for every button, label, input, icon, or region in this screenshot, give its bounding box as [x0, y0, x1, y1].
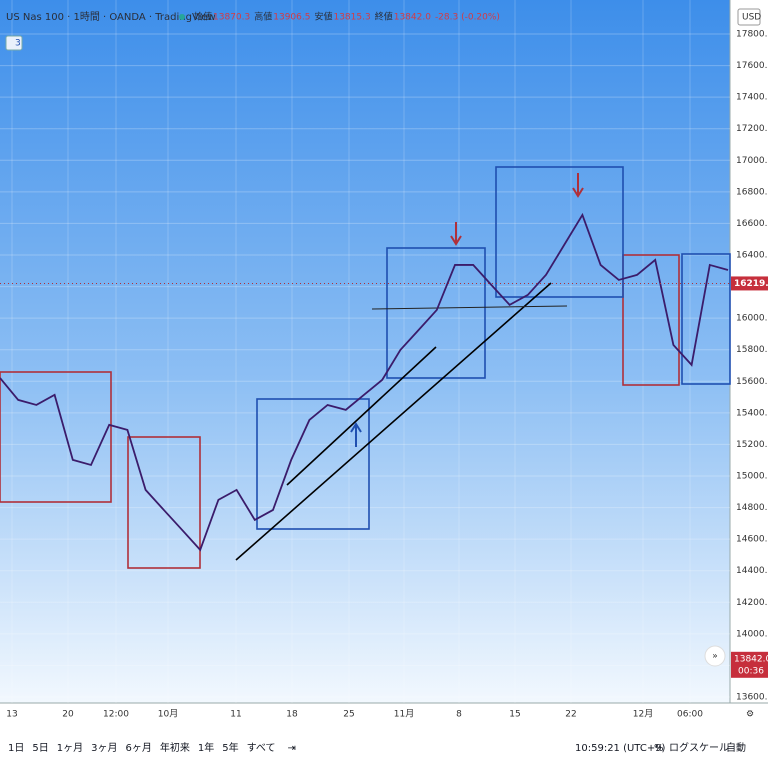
ohlc-label: 高値: [254, 11, 272, 23]
y-tick-label: 16800.0: [736, 187, 768, 197]
y-tick-label: 17600.0: [736, 61, 768, 71]
ohlc-value: 13815.3: [333, 13, 370, 23]
y-tick-label: 14600.0: [736, 535, 768, 545]
y-tick-label: 16600.0: [736, 219, 768, 229]
scroll-icon: »: [712, 652, 718, 662]
blue-box: [256, 398, 370, 530]
y-tick-label: 15000.0: [736, 472, 768, 482]
time-axis: [0, 703, 768, 725]
x-tick-label: 25: [343, 710, 354, 720]
ohlc-label: 終値: [375, 11, 393, 23]
chart-background: [0, 0, 730, 703]
log-toggle[interactable]: ログスケール: [669, 741, 729, 754]
trend-line: [286, 346, 437, 486]
currency-button[interactable]: [737, 8, 761, 26]
range-button[interactable]: 6ヶ月: [126, 742, 152, 754]
scroll-button[interactable]: [704, 645, 726, 667]
blue-box: [495, 166, 624, 298]
x-tick-label: 12:00: [103, 710, 129, 720]
y-tick-label: 14200.0: [736, 598, 768, 608]
down-arrow: [572, 173, 584, 198]
x-tick-label: 8: [456, 710, 462, 720]
red-box: [0, 371, 112, 503]
drawings: [0, 166, 731, 569]
settings-icon[interactable]: ⚙: [746, 710, 754, 720]
bottom-toolbar: [0, 725, 768, 768]
red-box: [622, 254, 680, 386]
x-tick-label: 18: [286, 710, 298, 720]
down-arrow: [450, 222, 462, 246]
y-tick-label: 15600.0: [736, 377, 768, 387]
ohlc-label: 始値: [194, 11, 212, 23]
x-tick-label: 12月: [633, 709, 653, 720]
x-tick-label: 10月: [158, 709, 178, 720]
range-button[interactable]: 5日: [32, 743, 48, 754]
indicator-toggle[interactable]: [5, 35, 23, 51]
horizontal-line: [371, 305, 568, 310]
blue-box: [681, 253, 731, 385]
range-button[interactable]: 3ヶ月: [91, 742, 117, 754]
x-tick-label: 15: [509, 710, 520, 720]
indicator-count: 3: [15, 39, 21, 49]
up-arrow: [350, 422, 362, 447]
x-tick-label: 22: [565, 710, 576, 720]
y-tick-label: 13600.0: [736, 693, 768, 703]
last-price-tag: [731, 276, 768, 291]
currency: USD: [742, 13, 761, 23]
ohlc-value: 13906.5: [273, 13, 310, 23]
range-button[interactable]: 1日: [8, 743, 24, 754]
percent-toggle[interactable]: %: [654, 743, 664, 754]
ohlc-value: 13870.3: [213, 13, 250, 23]
red-box: [127, 436, 201, 569]
blue-box: [386, 247, 486, 379]
range-button[interactable]: 年初来: [160, 741, 190, 754]
trend-line: [235, 282, 552, 561]
x-tick-label: 20: [62, 710, 74, 720]
y-tick-label: 14000.0: [736, 629, 768, 639]
y-tick-label: 15400.0: [736, 408, 768, 418]
x-tick-label: 11: [230, 710, 241, 720]
y-tick-label: 16000.0: [736, 314, 768, 324]
x-tick-label: 11月: [394, 709, 414, 720]
y-tick-label: 14400.0: [736, 566, 768, 576]
market-status: [179, 14, 185, 20]
y-tick-label: 14800.0: [736, 503, 768, 513]
y-tick-label: 15200.0: [736, 440, 768, 450]
x-tick-label: 06:00: [677, 710, 703, 720]
range-button[interactable]: 1年: [198, 741, 214, 754]
range-button[interactable]: 1ヶ月: [57, 742, 83, 754]
range-button[interactable]: すべて: [247, 742, 276, 754]
y-tick-label: 17000.0: [736, 156, 768, 166]
auto-toggle[interactable]: 自動: [726, 741, 746, 754]
countdown: 00:36: [738, 666, 764, 676]
y-tick-label: 15800.0: [736, 345, 768, 355]
price-line: [0, 212, 729, 552]
price-axis: [730, 0, 768, 703]
close-price: 13842.0: [734, 654, 768, 664]
ohlc-value: 13842.0: [394, 13, 431, 23]
range-button[interactable]: 5年: [222, 741, 238, 754]
y-tick-label: 16400.0: [736, 251, 768, 261]
clock: 10:59:21 (UTC+9): [575, 743, 666, 754]
symbol: US Nas 100 · 1時間 · OANDA · TradingView: [6, 11, 216, 23]
y-tick-label: 17400.0: [736, 93, 768, 103]
y-tick-label: 17800.0: [736, 30, 768, 40]
date-range-icon[interactable]: ⇥: [288, 743, 296, 754]
y-tick-label: 17200.0: [736, 124, 768, 134]
last-price: 16219.8: [734, 279, 768, 289]
close-price-tag: [731, 651, 768, 678]
x-tick-label: 13: [6, 710, 17, 720]
ohlc-change: -28.3 (-0.20%): [435, 13, 500, 23]
ohlc-label: 安値: [314, 11, 332, 23]
